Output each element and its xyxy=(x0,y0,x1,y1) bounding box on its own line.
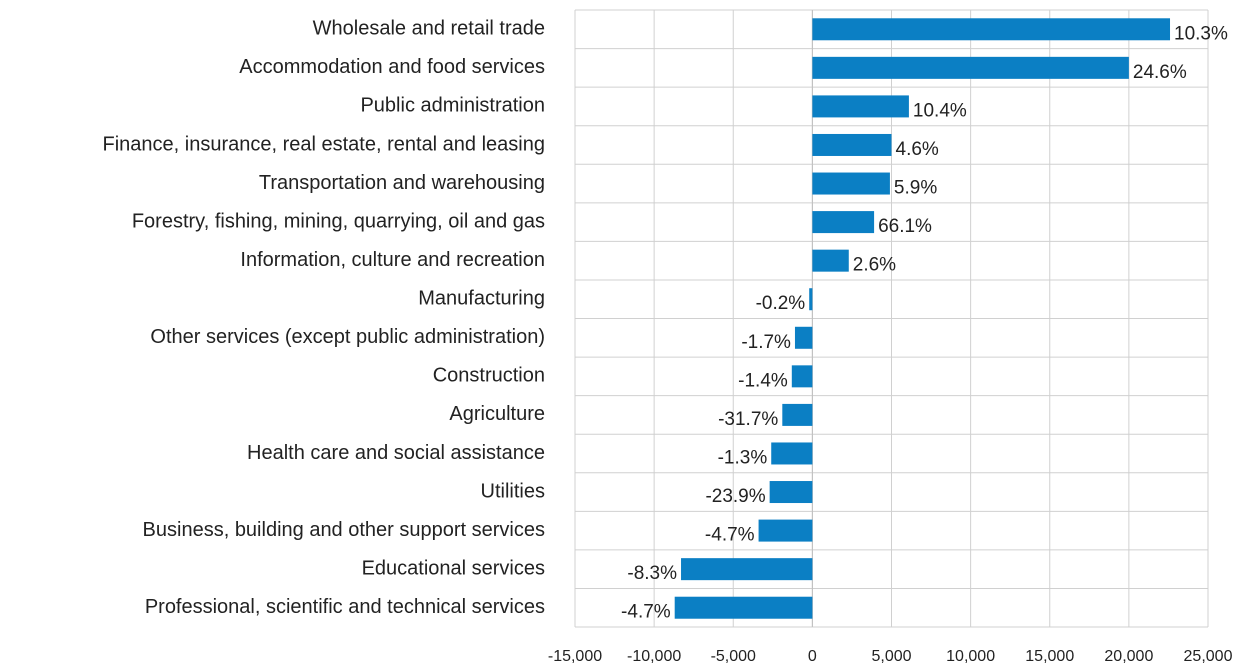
bar xyxy=(782,403,813,426)
y-tick-label: Wholesale and retail trade xyxy=(313,18,545,40)
bar xyxy=(794,326,813,349)
x-tick-label: 0 xyxy=(808,648,817,665)
x-tick-label: 5,000 xyxy=(871,648,911,665)
bar xyxy=(812,18,1171,41)
y-tick-label: Professional, scientific and technical s… xyxy=(145,596,545,618)
data-label: 24.6% xyxy=(1133,62,1187,83)
x-tick-label: 10,000 xyxy=(946,648,995,665)
data-label: -0.2% xyxy=(756,293,806,314)
y-tick-label: Finance, insurance, real estate, rental … xyxy=(103,133,546,155)
data-label: 10.3% xyxy=(1174,23,1228,44)
data-label: 2.6% xyxy=(853,255,896,276)
bar xyxy=(812,56,1129,79)
bar xyxy=(812,249,849,272)
y-tick-label: Transportation and warehousing xyxy=(259,172,545,194)
y-tick-label: Health care and social assistance xyxy=(247,442,545,464)
data-label: 66.1% xyxy=(878,216,932,237)
bar xyxy=(812,172,890,195)
bar xyxy=(681,558,813,581)
y-tick-label: Accommodation and food services xyxy=(239,56,545,78)
y-tick-label: Construction xyxy=(433,365,545,387)
x-tick-label: -10,000 xyxy=(627,648,681,665)
data-label: 10.4% xyxy=(913,100,967,121)
bar xyxy=(769,481,813,504)
data-label: 4.6% xyxy=(896,139,939,160)
y-tick-label: Other services (except public administra… xyxy=(150,326,545,348)
y-tick-label: Public administration xyxy=(360,95,545,117)
x-tick-label: -15,000 xyxy=(548,648,602,665)
y-tick-label: Manufacturing xyxy=(418,288,545,310)
data-label: -4.7% xyxy=(621,602,671,623)
y-tick-label: Educational services xyxy=(362,557,545,579)
y-tick-label: Forestry, fishing, mining, quarrying, oi… xyxy=(132,210,545,232)
data-label: 5.9% xyxy=(894,178,937,199)
bar xyxy=(791,365,813,388)
bar xyxy=(812,95,909,118)
data-label: -1.4% xyxy=(738,370,788,391)
y-tick-label: Business, building and other support ser… xyxy=(143,519,545,541)
x-tick-label: 20,000 xyxy=(1104,648,1153,665)
bar xyxy=(812,133,892,156)
y-tick-label: Utilities xyxy=(481,480,545,502)
data-label: -31.7% xyxy=(718,409,778,430)
bar xyxy=(809,288,813,311)
x-tick-label: 15,000 xyxy=(1025,648,1074,665)
bar xyxy=(758,519,813,542)
data-label: -1.7% xyxy=(741,332,791,353)
data-label: -8.3% xyxy=(627,563,677,584)
bar xyxy=(812,211,875,234)
data-label: -1.3% xyxy=(718,447,768,468)
bar xyxy=(771,442,813,465)
bar xyxy=(674,596,813,619)
x-tick-label: -5,000 xyxy=(711,648,756,665)
y-tick-label: Information, culture and recreation xyxy=(240,249,545,271)
y-tick-label: Agriculture xyxy=(449,403,545,425)
x-tick-label: 25,000 xyxy=(1184,648,1233,665)
data-label: -23.9% xyxy=(705,486,765,507)
data-label: -4.7% xyxy=(705,525,755,546)
